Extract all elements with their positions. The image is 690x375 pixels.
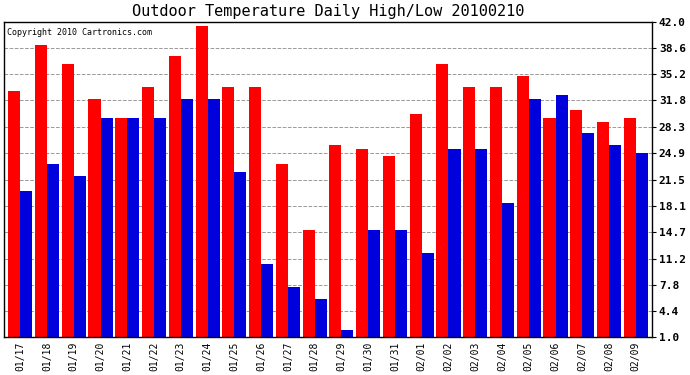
Bar: [20, 191, 32, 345]
Bar: [249, 87, 261, 345]
Bar: [154, 118, 166, 345]
Bar: [368, 230, 380, 345]
Bar: [8, 91, 20, 345]
Bar: [582, 134, 594, 345]
Bar: [463, 87, 475, 345]
Bar: [609, 145, 621, 345]
Bar: [288, 287, 300, 345]
Bar: [181, 99, 193, 345]
Bar: [517, 76, 529, 345]
Bar: [395, 230, 407, 345]
Bar: [276, 164, 288, 345]
Bar: [475, 149, 487, 345]
Bar: [448, 149, 460, 345]
Bar: [529, 99, 541, 345]
Bar: [235, 172, 246, 345]
Bar: [555, 95, 568, 345]
Bar: [422, 253, 434, 345]
Bar: [544, 118, 555, 345]
Bar: [101, 118, 112, 345]
Bar: [35, 45, 47, 345]
Bar: [410, 114, 422, 345]
Bar: [88, 99, 101, 345]
Bar: [74, 176, 86, 345]
Bar: [315, 299, 326, 345]
Bar: [597, 122, 609, 345]
Bar: [261, 264, 273, 345]
Bar: [195, 26, 208, 345]
Bar: [635, 153, 648, 345]
Bar: [383, 156, 395, 345]
Bar: [342, 330, 353, 345]
Bar: [208, 99, 219, 345]
Bar: [624, 118, 635, 345]
Bar: [502, 202, 514, 345]
Bar: [303, 230, 315, 345]
Bar: [127, 118, 139, 345]
Bar: [142, 87, 154, 345]
Text: Copyright 2010 Cartronics.com: Copyright 2010 Cartronics.com: [8, 28, 152, 37]
Bar: [329, 145, 342, 345]
Title: Outdoor Temperature Daily High/Low 20100210: Outdoor Temperature Daily High/Low 20100…: [132, 4, 524, 19]
Bar: [61, 64, 74, 345]
Bar: [169, 56, 181, 345]
Bar: [356, 149, 368, 345]
Bar: [570, 110, 582, 345]
Bar: [490, 87, 502, 345]
Bar: [222, 87, 235, 345]
Bar: [47, 164, 59, 345]
Bar: [115, 118, 127, 345]
Bar: [437, 64, 448, 345]
